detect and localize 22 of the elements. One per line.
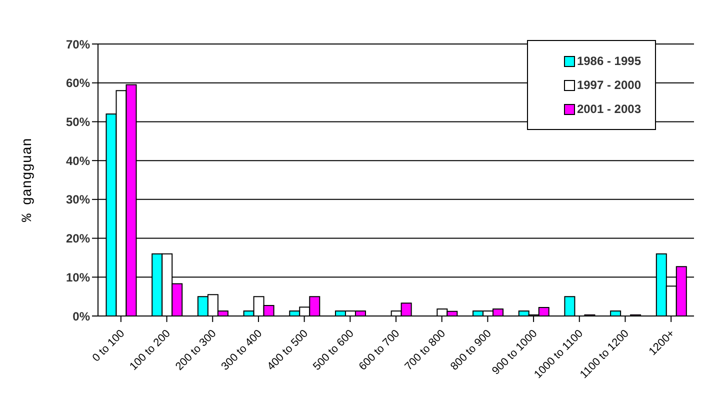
y-tick-label: 50% <box>66 114 90 129</box>
bar <box>564 296 576 316</box>
x-tick-label: 100 to 200 <box>128 328 173 373</box>
x-tick-label: 700 to 800 <box>402 328 448 373</box>
legend-label: 1997 - 2000 <box>576 78 641 92</box>
y-tick-label: 10% <box>66 270 90 284</box>
y-tick-label: 70% <box>66 37 90 52</box>
x-tick-label: 200 to 300 <box>173 328 219 373</box>
legend-label: 1986 - 1995 <box>576 54 641 68</box>
x-tick-label: 0 to 100 <box>90 328 128 364</box>
y-tick-label: 20% <box>66 232 90 246</box>
y-axis-title: % gangguan <box>20 138 36 222</box>
y-tick-label: 40% <box>66 154 90 168</box>
x-tick-label: 600 to 700 <box>356 328 402 373</box>
y-tick-label: 60% <box>66 76 90 90</box>
x-tick-label: 500 to 600 <box>311 328 356 373</box>
bar <box>610 310 622 316</box>
x-tick-label: 400 to 500 <box>265 328 310 373</box>
x-tick-label: 300 to 400 <box>219 328 265 373</box>
y-tick-label: 30% <box>66 192 90 207</box>
legend-label: 2001 - 2003 <box>576 102 641 116</box>
y-tick-label: 0% <box>72 309 90 324</box>
